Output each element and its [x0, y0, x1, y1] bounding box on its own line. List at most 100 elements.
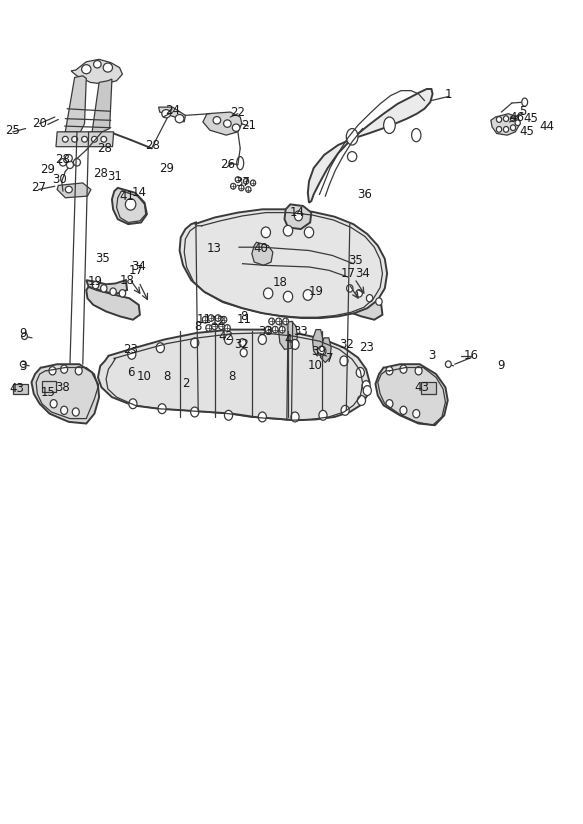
Ellipse shape — [66, 162, 73, 169]
Polygon shape — [31, 364, 99, 424]
Text: 29: 29 — [159, 162, 174, 176]
Ellipse shape — [156, 343, 164, 353]
Ellipse shape — [261, 227, 271, 238]
Ellipse shape — [224, 120, 231, 128]
Ellipse shape — [161, 110, 170, 118]
Ellipse shape — [59, 159, 66, 166]
Ellipse shape — [265, 326, 271, 333]
Ellipse shape — [412, 129, 421, 142]
Ellipse shape — [232, 124, 240, 132]
Ellipse shape — [269, 318, 275, 325]
Text: 3: 3 — [20, 360, 27, 373]
Ellipse shape — [62, 137, 68, 143]
Ellipse shape — [341, 405, 349, 415]
Ellipse shape — [276, 318, 282, 325]
Text: 10: 10 — [307, 358, 322, 372]
Text: 11: 11 — [196, 313, 212, 326]
Text: 5: 5 — [519, 105, 526, 118]
Text: 11: 11 — [236, 313, 251, 326]
Ellipse shape — [356, 290, 362, 297]
Polygon shape — [56, 132, 114, 147]
Polygon shape — [64, 76, 86, 132]
Ellipse shape — [363, 386, 371, 396]
Ellipse shape — [522, 98, 528, 106]
Ellipse shape — [221, 316, 227, 323]
Text: 35: 35 — [348, 254, 363, 267]
Text: 40: 40 — [254, 242, 269, 255]
Text: 28: 28 — [55, 153, 71, 166]
Ellipse shape — [400, 406, 407, 414]
Text: 7: 7 — [326, 352, 333, 365]
Ellipse shape — [347, 152, 357, 162]
Polygon shape — [90, 79, 112, 132]
Ellipse shape — [231, 183, 236, 190]
Ellipse shape — [240, 349, 247, 357]
Text: 12: 12 — [210, 315, 226, 328]
Ellipse shape — [92, 282, 99, 288]
Ellipse shape — [239, 185, 244, 191]
Text: 18: 18 — [272, 276, 287, 289]
Text: 13: 13 — [207, 242, 222, 255]
Text: 8: 8 — [240, 310, 247, 323]
Ellipse shape — [125, 199, 136, 210]
Ellipse shape — [103, 63, 113, 73]
Ellipse shape — [110, 288, 117, 296]
Text: 21: 21 — [241, 119, 256, 132]
Ellipse shape — [279, 326, 285, 333]
Ellipse shape — [511, 125, 516, 131]
Text: 3: 3 — [428, 349, 435, 363]
Text: 26: 26 — [220, 158, 235, 171]
Ellipse shape — [340, 356, 348, 366]
Ellipse shape — [291, 412, 299, 422]
Ellipse shape — [191, 338, 199, 348]
Ellipse shape — [61, 365, 68, 373]
Polygon shape — [285, 204, 311, 229]
Ellipse shape — [72, 408, 79, 416]
Ellipse shape — [304, 227, 314, 238]
Text: 35: 35 — [95, 252, 110, 265]
Text: 24: 24 — [165, 104, 180, 117]
Ellipse shape — [49, 367, 56, 375]
Ellipse shape — [264, 288, 273, 298]
Text: 33: 33 — [293, 325, 308, 338]
Polygon shape — [203, 112, 242, 135]
Text: 18: 18 — [120, 274, 135, 287]
Polygon shape — [57, 183, 91, 198]
Ellipse shape — [384, 117, 395, 133]
Ellipse shape — [386, 367, 393, 375]
Text: 9: 9 — [498, 359, 505, 372]
Ellipse shape — [100, 285, 107, 293]
Ellipse shape — [61, 406, 68, 414]
Text: 41: 41 — [120, 190, 135, 203]
Text: 8: 8 — [229, 370, 236, 383]
Ellipse shape — [191, 407, 199, 417]
Text: 14: 14 — [290, 206, 305, 219]
Polygon shape — [180, 209, 387, 318]
Text: 23: 23 — [359, 341, 374, 354]
Ellipse shape — [20, 361, 26, 368]
Text: 8: 8 — [195, 320, 202, 333]
Ellipse shape — [356, 368, 364, 377]
Ellipse shape — [158, 404, 166, 414]
Ellipse shape — [362, 381, 370, 391]
Ellipse shape — [445, 361, 451, 368]
Ellipse shape — [318, 346, 326, 356]
Polygon shape — [159, 107, 185, 122]
Ellipse shape — [415, 367, 422, 375]
Text: 45: 45 — [523, 112, 538, 125]
Text: 34: 34 — [131, 260, 146, 274]
Ellipse shape — [239, 339, 246, 347]
Text: 31: 31 — [107, 170, 122, 183]
Ellipse shape — [65, 186, 72, 193]
Text: 32: 32 — [234, 338, 249, 351]
Text: 17: 17 — [341, 267, 356, 280]
Polygon shape — [71, 59, 122, 84]
Text: 17: 17 — [129, 264, 144, 277]
Ellipse shape — [511, 116, 516, 122]
Ellipse shape — [75, 367, 82, 375]
Text: 2: 2 — [182, 377, 189, 390]
Ellipse shape — [386, 400, 393, 408]
Text: 15: 15 — [40, 386, 55, 399]
Text: 33: 33 — [258, 325, 273, 338]
Ellipse shape — [92, 137, 97, 143]
